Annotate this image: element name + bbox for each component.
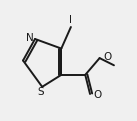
Text: N: N	[26, 33, 34, 43]
Text: S: S	[38, 87, 44, 97]
Text: I: I	[69, 15, 72, 25]
Text: O: O	[103, 52, 111, 62]
Text: O: O	[94, 90, 102, 100]
